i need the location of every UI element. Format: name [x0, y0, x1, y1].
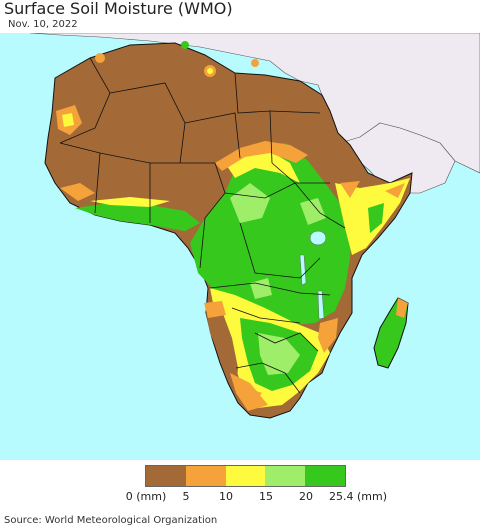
horn-wet — [368, 203, 384, 233]
sahel-edge-low — [215, 141, 308, 171]
legend-swatch-1 — [185, 466, 226, 486]
namibia-dry — [206, 311, 238, 391]
country-borders — [59, 57, 346, 394]
lake-tanganyika — [299, 254, 307, 286]
legend-swatch-0 — [146, 466, 186, 486]
legend-tick-3: 15 — [259, 490, 273, 503]
legend-swatch-4 — [305, 466, 345, 486]
legend-tick-4: 20 — [299, 490, 313, 503]
south-africa-low — [230, 373, 268, 411]
map-title: Surface Soil Moisture (WMO) — [4, 0, 233, 18]
lake-malawi — [317, 290, 325, 320]
legend-tick-0: 0 (mm) — [125, 490, 167, 503]
central-africa-wet — [190, 143, 352, 325]
guinea-coast-wet — [75, 203, 200, 231]
sahel-edge-mid — [225, 151, 300, 183]
horn-low — [340, 181, 405, 198]
western-sahara-moist-core — [62, 113, 74, 127]
legend-labels: 0 (mm) 5 10 15 20 25.4 (mm) — [0, 490, 480, 504]
legend-tick-1: 5 — [182, 490, 190, 503]
madagascar-north-dry — [396, 298, 408, 318]
west-africa-low — [60, 183, 95, 201]
arabia-land — [339, 122, 456, 194]
north-coast-spot-3 — [181, 41, 189, 49]
north-coast-spot-4 — [251, 59, 259, 67]
legend-swatch-2 — [225, 466, 266, 486]
high-moisture-patches — [230, 183, 326, 299]
source-credit: Source: World Meteorological Organizatio… — [4, 515, 218, 526]
legend-tick-5: 25.4 (mm) — [328, 490, 388, 503]
legend-swatch-3 — [265, 466, 306, 486]
north-coast-spot-1-core — [207, 68, 213, 74]
map-date: Nov. 10, 2022 — [8, 19, 78, 30]
mozambique-low — [318, 318, 338, 353]
legend-colorbar — [145, 465, 346, 487]
soil-moisture-map — [0, 33, 480, 460]
legend-tick-2: 10 — [219, 490, 233, 503]
southern-africa-high — [258, 333, 300, 375]
north-coast-spot-2 — [95, 53, 105, 63]
lake-victoria — [309, 230, 327, 246]
